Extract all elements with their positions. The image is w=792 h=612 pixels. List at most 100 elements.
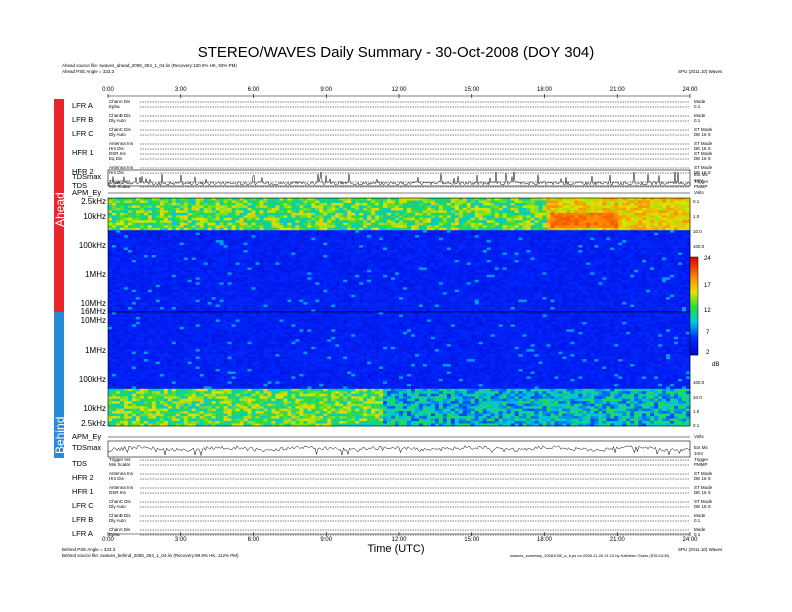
ahead-spectrogram-cell — [554, 227, 559, 231]
ahead-spectrogram-cell — [391, 222, 396, 226]
ahead-spectrogram-cell — [586, 237, 591, 241]
ahead-spectrogram-cell — [610, 230, 615, 233]
ahead-spectrogram-cell — [534, 205, 539, 209]
ahead-spectrogram-cell — [267, 235, 272, 238]
ahead-spectrogram-cell — [594, 215, 599, 219]
ahead-spectrogram-cell — [251, 245, 256, 248]
ahead-spectrogram-cell — [562, 259, 567, 263]
ahead-spectrogram-cell — [151, 250, 157, 253]
ahead-spectrogram-cell — [634, 200, 639, 204]
ahead-spectrogram-cell — [550, 257, 555, 261]
ahead-spectrogram-cell — [187, 215, 193, 219]
ahead-spectrogram-cell — [454, 245, 460, 248]
ahead-spectrogram-cell — [666, 198, 671, 201]
ahead-spectrogram-cell — [387, 245, 392, 248]
ahead-spectrogram-cell — [247, 198, 252, 201]
ahead-spectrogram-cell — [438, 240, 444, 243]
ahead-spectrogram-cell — [155, 255, 161, 258]
ahead-spectrogram-cell — [323, 272, 328, 276]
ahead-spectrogram-cell — [622, 232, 627, 236]
ahead-spectrogram-cell — [582, 250, 587, 253]
ahead-spectrogram-cell — [143, 240, 149, 243]
ahead-spectrogram-cell — [450, 240, 456, 243]
ahead-spectrogram-cell — [399, 277, 404, 281]
ahead-spectrogram-cell — [243, 242, 248, 246]
ahead-spectrogram-cell — [462, 279, 468, 283]
ahead-spectrogram-cell — [670, 277, 675, 281]
ahead-spectrogram-cell — [271, 259, 276, 263]
ahead-spectrogram-cell — [578, 269, 583, 273]
ahead-spectrogram-cell — [462, 255, 468, 258]
ahead-spectrogram-cell — [430, 225, 436, 229]
ahead-spectrogram-cell — [442, 220, 448, 224]
ahead-strip: Ahead — [53, 99, 67, 312]
ahead-spectrogram-cell — [490, 220, 495, 224]
ahead-spectrogram-cell — [554, 274, 559, 278]
ahead-spectrogram-cell — [179, 279, 185, 283]
ahead-spectrogram-cell — [622, 200, 627, 204]
ahead-spectrogram-cell — [522, 212, 527, 216]
ahead-spectrogram-cell — [510, 245, 515, 248]
ahead-spectrogram-cell — [135, 205, 141, 209]
ahead-spectrogram-cell — [183, 274, 189, 278]
ahead-spectrogram-cell — [510, 217, 515, 221]
ahead-spectrogram-cell — [454, 227, 460, 231]
ahead-spectrogram-cell — [351, 252, 356, 256]
ahead-spectrogram-cell — [486, 245, 491, 248]
ahead-spectrogram-cell — [251, 215, 256, 219]
ahead-spectrogram-cell — [203, 232, 208, 236]
ahead-spectrogram-cell — [470, 200, 476, 204]
ahead-spectrogram-cell — [299, 274, 304, 278]
ahead-spectrogram-cell — [379, 227, 384, 231]
ahead-spectrogram-cell — [570, 198, 575, 201]
ahead-spectrogram-cell — [406, 240, 412, 243]
ahead-spectrogram-cell — [351, 212, 356, 216]
ahead-spectrogram-cell — [410, 250, 416, 253]
ahead-spectrogram-cell — [355, 207, 360, 211]
ahead-spectrogram-cell — [574, 262, 579, 266]
ahead-spectrogram-cell — [474, 250, 480, 253]
ahead-spectrogram-cell — [339, 227, 344, 231]
ahead-spectrogram-cell — [343, 198, 348, 201]
ahead-spectrogram-cell — [387, 202, 392, 206]
ahead-spectrogram-cell — [402, 237, 408, 241]
ahead-spectrogram-cell — [466, 247, 472, 251]
ahead-spectrogram-cell — [235, 202, 240, 206]
ahead-spectrogram-cell — [395, 240, 400, 243]
ahead-spectrogram-cell — [231, 205, 236, 209]
ahead-spectrogram-cell — [199, 207, 204, 211]
ahead-spectrogram-cell — [662, 202, 667, 206]
ahead-spectrogram-cell — [546, 222, 551, 226]
ahead-spectrogram-cell — [211, 220, 216, 224]
ahead-spectrogram-cell — [351, 198, 356, 201]
ahead-spectrogram-cell — [550, 272, 555, 276]
ahead-spectrogram-cell — [410, 274, 416, 278]
ahead-spectrogram-cell — [642, 237, 647, 241]
ahead-spectrogram-cell — [634, 245, 639, 248]
ahead-spectrogram-cell — [414, 242, 420, 246]
ahead-spectrogram-cell — [446, 279, 452, 283]
ahead-spectrogram-cell — [430, 272, 436, 276]
ahead-spectrogram-cell — [598, 237, 603, 241]
ahead-spectrogram-cell — [311, 210, 316, 214]
ahead-spectrogram-cell — [482, 240, 487, 243]
ahead-spectrogram-cell — [295, 200, 300, 204]
ahead-spectrogram-cell — [375, 252, 380, 256]
ahead-spectrogram-cell — [199, 240, 204, 243]
ahead-spectrogram-cell — [650, 215, 655, 219]
ahead-spectrogram-cell — [510, 212, 515, 216]
ahead-spectrogram-cell — [243, 279, 248, 283]
ahead-spectrogram-cell — [387, 267, 392, 271]
ahead-spectrogram-cell — [159, 227, 165, 231]
ahead-spectrogram-cell — [243, 257, 248, 261]
ahead-spectrogram-cell — [331, 279, 336, 283]
ahead-spectrogram-cell — [395, 222, 400, 226]
ahead-spectrogram-cell — [155, 205, 161, 209]
ahead-spectrogram-cell — [618, 245, 623, 248]
ahead-spectrogram-cell — [666, 222, 671, 226]
ahead-spectrogram-cell — [586, 225, 591, 229]
ahead-spectrogram-cell — [454, 222, 460, 226]
ahead-spectrogram-cell — [283, 207, 288, 211]
ahead-spectrogram-cell — [518, 250, 523, 253]
ahead-spectrogram-cell — [159, 215, 165, 219]
